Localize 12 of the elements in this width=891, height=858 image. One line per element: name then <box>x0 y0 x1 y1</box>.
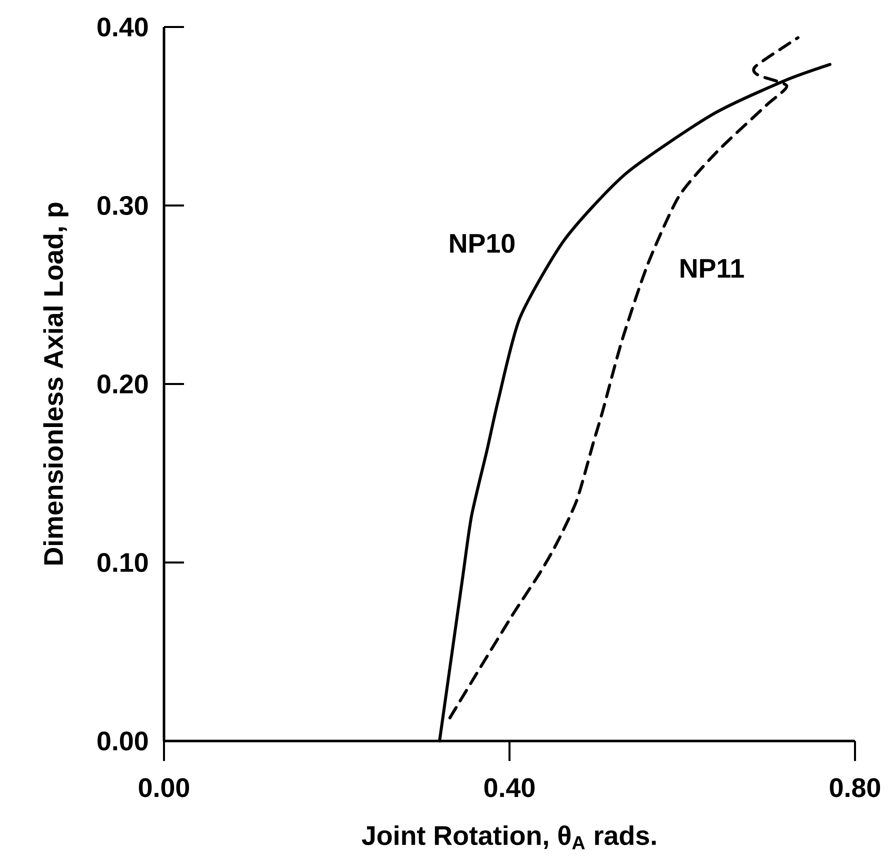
series-label: NP10 <box>450 234 515 253</box>
x-tick-label: 0.00 <box>138 778 190 798</box>
y-tick-label: 0.10 <box>98 552 148 572</box>
y-tick-label: 0.00 <box>98 731 148 750</box>
x-tick-label: 0.80 <box>830 778 880 798</box>
x-axis-title: Joint Rotation, θ$_{A}$ rads. <box>362 825 656 850</box>
series-label: NP11 <box>680 259 744 278</box>
y-tick-label: 0.40 <box>98 17 148 36</box>
y-tick-label: 0.20 <box>98 374 148 394</box>
y-tick-label: 0.30 <box>98 196 148 215</box>
y-axis-title: Dimensionless Axial Load, p <box>43 202 68 564</box>
x-tick-label: 0.40 <box>484 778 535 798</box>
